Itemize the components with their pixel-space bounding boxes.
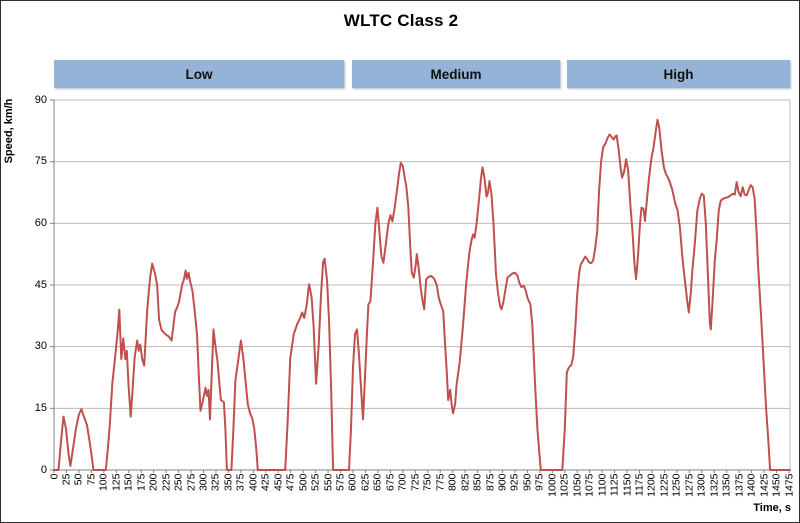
x-tick-label: 1275 (683, 473, 696, 497)
x-tick-label: 175 (135, 473, 148, 492)
x-tick-label: 1000 (546, 473, 559, 497)
x-tick-label: 1475 (783, 473, 795, 497)
x-tick-label: 1025 (558, 473, 571, 497)
x-tick-label: 275 (185, 473, 198, 492)
x-tick-label: 675 (384, 473, 397, 492)
x-tick-label: 925 (508, 473, 521, 492)
x-tick-label: 525 (309, 473, 322, 492)
x-tick-label: 900 (496, 473, 509, 492)
x-tick-label: 1425 (758, 473, 771, 497)
x-tick-label: 225 (160, 473, 173, 492)
x-tick-label: 1050 (571, 473, 584, 497)
x-tick-label: 700 (396, 473, 409, 492)
x-tick-label: 1075 (583, 473, 596, 497)
x-tick-label: 1225 (658, 473, 671, 497)
y-tick-label: 15 (34, 401, 47, 414)
x-tick-label: 1450 (770, 473, 783, 497)
x-tick-label: 25 (60, 473, 73, 486)
y-tick-label: 30 (34, 340, 47, 353)
x-tick-label: 400 (247, 473, 260, 492)
chart-title: WLTC Class 2 (343, 11, 459, 30)
phase-banner-label: High (663, 66, 694, 82)
x-tick-label: 1200 (645, 473, 658, 497)
x-tick-label: 150 (122, 473, 135, 492)
x-tick-label: 475 (284, 473, 297, 492)
x-tick-label: 1325 (708, 473, 721, 497)
x-tick-label: 625 (359, 473, 372, 492)
x-tick-label: 1375 (733, 473, 746, 497)
x-tick-label: 1175 (633, 473, 646, 497)
x-tick-label: 500 (297, 473, 310, 492)
x-tick-label: 200 (147, 473, 160, 492)
x-tick-label: 75 (85, 473, 98, 486)
x-tick-label: 375 (234, 473, 247, 492)
x-tick-label: 50 (72, 473, 85, 486)
x-tick-label: 550 (322, 473, 335, 492)
x-tick-label: 1400 (745, 473, 758, 497)
x-tick-label: 0 (48, 473, 60, 480)
x-tick-label: 1350 (720, 473, 733, 497)
x-tick-label: 650 (371, 473, 384, 492)
x-tick-label: 1300 (695, 473, 708, 497)
x-tick-label: 575 (334, 473, 347, 492)
y-tick-label: 60 (34, 216, 47, 229)
phase-banner-label: Low (185, 66, 213, 82)
x-tick-label: 825 (459, 473, 472, 492)
x-tick-label: 850 (471, 473, 484, 492)
x-tick-label: 600 (346, 473, 359, 492)
x-tick-label: 1150 (621, 473, 634, 497)
x-tick-label: 725 (409, 473, 422, 492)
x-axis-title: Time, s (753, 502, 791, 514)
x-tick-label: 250 (172, 473, 185, 492)
x-tick-label: 300 (197, 473, 210, 492)
x-tick-label: 1100 (596, 473, 609, 497)
y-tick-label: 75 (34, 155, 47, 168)
x-tick-label: 775 (434, 473, 447, 492)
phase-banner-low: Low (54, 60, 344, 88)
x-tick-label: 350 (222, 473, 235, 492)
x-tick-label: 1125 (608, 473, 621, 497)
x-tick-label: 100 (97, 473, 110, 492)
phase-banner-medium: Medium (352, 60, 560, 88)
speed-trace (53, 118, 791, 471)
phase-banner-high: High (567, 60, 790, 88)
x-tick-label: 975 (533, 473, 546, 492)
y-tick-label: 0 (40, 463, 47, 476)
x-tick-label: 950 (521, 473, 534, 492)
y-tick-label: 90 (34, 93, 47, 106)
x-tick-label: 800 (446, 473, 459, 492)
x-tick-label: 1250 (670, 473, 683, 497)
x-tick-label: 875 (484, 473, 497, 492)
x-tick-label: 425 (259, 473, 272, 492)
y-axis-title: Speed, km/h (3, 98, 15, 164)
x-tick-label: 325 (209, 473, 222, 492)
x-tick-label: 450 (272, 473, 285, 492)
phase-banner-label: Medium (430, 66, 482, 82)
x-tick-label: 125 (110, 473, 123, 492)
x-tick-label: 750 (421, 473, 434, 492)
y-tick-label: 45 (34, 278, 47, 291)
